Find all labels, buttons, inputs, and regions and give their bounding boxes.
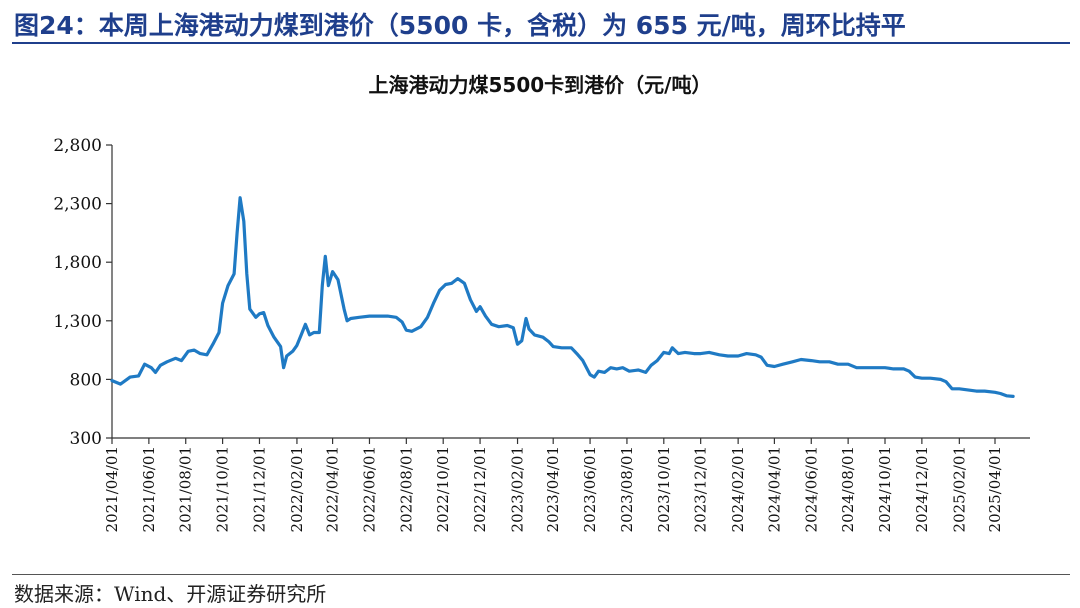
x-tick-label: 2024/02/01 xyxy=(729,446,747,532)
x-tick-label: 2022/04/01 xyxy=(324,446,342,532)
x-tick-label: 2021/10/01 xyxy=(214,446,232,532)
x-tick-label: 2021/12/01 xyxy=(250,446,268,532)
x-tick-label: 2023/08/01 xyxy=(618,446,636,532)
x-axis-ticks: 2021/04/01 2021/06/01 2021/08/01 2021/10/01… xyxy=(103,438,1004,532)
x-tick-label: 2021/06/01 xyxy=(140,446,158,532)
x-tick-label: 2025/02/01 xyxy=(950,446,968,532)
x-tick-label: 2023/12/01 xyxy=(692,446,710,532)
y-tick-label: 1,300 xyxy=(53,312,102,332)
source-divider xyxy=(12,574,1070,575)
x-tick-label: 2022/08/01 xyxy=(397,446,415,532)
source-note: 数据来源：Wind、开源证券研究所 xyxy=(14,582,327,606)
y-tick-label: 800 xyxy=(70,370,102,390)
y-tick-label: 300 xyxy=(70,429,102,449)
series-layer xyxy=(110,196,1015,398)
x-tick-label: 2021/04/01 xyxy=(103,446,121,532)
y-tick-label: 2,300 xyxy=(53,195,102,215)
x-tick-label: 2022/12/01 xyxy=(471,446,489,532)
x-tick-label: 2022/06/01 xyxy=(360,446,378,532)
x-tick-label: 2021/08/01 xyxy=(177,446,195,532)
x-tick-label: 2024/08/01 xyxy=(839,446,857,532)
y-tick-label: 1,800 xyxy=(53,253,102,273)
x-tick-label: 2025/04/01 xyxy=(986,446,1004,532)
x-tick-label: 2023/02/01 xyxy=(509,446,527,532)
figure-title: 图24：本周上海港动力煤到港价（5500 卡，含税）为 655 元/吨，周环比持… xyxy=(14,11,906,40)
y-axis-ticks: 2,800 2,300 1,800 1,300 800 300 xyxy=(53,136,112,449)
x-tick-label: 2024/06/01 xyxy=(802,446,820,532)
x-tick-label: 2024/12/01 xyxy=(913,446,931,532)
x-tick-label: 2023/06/01 xyxy=(581,446,599,532)
title-divider xyxy=(12,42,1070,44)
x-tick-label: 2023/10/01 xyxy=(655,446,673,532)
y-tick-label: 2,800 xyxy=(53,136,102,156)
price-series-line xyxy=(110,196,1015,398)
x-tick-label: 2022/10/01 xyxy=(434,446,452,532)
x-tick-label: 2024/10/01 xyxy=(876,446,894,532)
chart-axes xyxy=(111,145,1030,439)
chart-title: 上海港动力煤5500卡到港价（元/吨） xyxy=(369,73,712,97)
x-tick-label: 2024/04/01 xyxy=(765,446,783,532)
x-tick-label: 2023/04/01 xyxy=(544,446,562,532)
x-tick-label: 2022/02/01 xyxy=(288,446,306,532)
